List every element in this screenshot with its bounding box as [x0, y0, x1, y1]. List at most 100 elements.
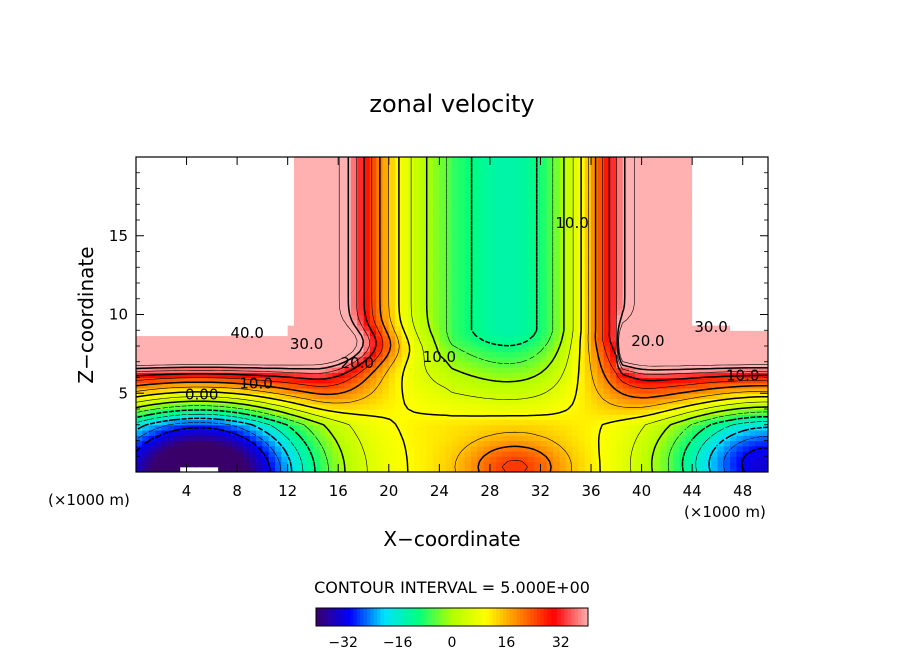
field-cell [616, 183, 624, 190]
field-cell [154, 162, 162, 169]
field-cell [439, 372, 447, 379]
field-cell [262, 293, 270, 300]
field-cell [224, 466, 232, 472]
field-cell [256, 466, 263, 472]
field-cell [136, 361, 143, 368]
field-cell [628, 298, 636, 305]
field-cell [249, 209, 257, 216]
field-cell [319, 199, 327, 205]
field-cell [211, 277, 219, 284]
field-cell [426, 435, 434, 442]
field-cell [521, 445, 529, 452]
field-cell [628, 293, 636, 300]
field-cell [218, 283, 226, 289]
field-cell [167, 251, 175, 258]
field-cell [192, 356, 200, 363]
field-cell [591, 372, 598, 379]
field-cell [578, 372, 586, 379]
field-cell [546, 199, 554, 205]
field-cell [628, 461, 636, 468]
field-cell [249, 193, 257, 200]
field-cell [199, 241, 207, 247]
field-cell [256, 246, 263, 253]
field-cell [338, 409, 346, 415]
field-cell [268, 272, 276, 279]
field-cell [211, 225, 219, 232]
field-cell [521, 272, 529, 279]
field-cell [281, 461, 289, 468]
field-cell [527, 283, 535, 289]
field-cell [281, 251, 289, 258]
field-cell [142, 304, 150, 310]
field-cell [635, 372, 643, 379]
field-cell [515, 445, 523, 452]
field-cell [312, 430, 320, 436]
field-cell [350, 199, 358, 205]
field-cell [319, 162, 327, 169]
field-cell [344, 430, 352, 436]
field-cell [508, 293, 516, 300]
field-cell [439, 351, 447, 358]
field-cell [401, 319, 409, 326]
field-cell [262, 414, 270, 421]
field-cell [635, 235, 643, 242]
field-cell [540, 183, 548, 190]
field-cell [565, 209, 573, 216]
field-cell [591, 167, 598, 174]
field-cell [205, 414, 213, 421]
field-cell [167, 283, 175, 289]
field-cell [407, 330, 415, 337]
field-cell [230, 193, 238, 200]
field-cell [319, 193, 327, 200]
field-cell [142, 183, 150, 190]
field-cell [256, 430, 263, 436]
field-cell [489, 277, 497, 284]
field-cell [477, 277, 485, 284]
field-cell [578, 188, 586, 195]
field-cell [635, 398, 643, 405]
field-cell [230, 172, 238, 179]
field-cell [572, 209, 579, 216]
field-cell [224, 304, 232, 310]
field-cell [287, 346, 295, 352]
field-cell [350, 193, 358, 200]
field-cell [433, 335, 440, 342]
field-cell [559, 367, 567, 373]
field-cell [470, 319, 478, 326]
field-cell [243, 346, 251, 352]
field-cell [578, 293, 586, 300]
field-cell [281, 445, 289, 452]
field-cell [540, 346, 548, 352]
field-cell [439, 361, 447, 368]
field-cell [458, 241, 466, 247]
field-cell [312, 214, 320, 221]
field-cell [572, 377, 579, 384]
field-cell [464, 451, 472, 457]
field-cell [483, 414, 491, 421]
field-cell [502, 351, 510, 358]
field-cell [186, 393, 194, 400]
field-cell [540, 361, 548, 368]
field-cell [502, 435, 510, 442]
field-cell [414, 183, 421, 190]
field-cell [357, 262, 365, 268]
field-cell [350, 298, 358, 305]
field-cell [154, 288, 162, 295]
field-cell [603, 157, 611, 163]
field-cell [603, 361, 611, 368]
field-cell [325, 319, 333, 326]
field-cell [641, 262, 649, 268]
field-cell [325, 430, 333, 436]
field-cell [426, 241, 434, 247]
field-cell [173, 288, 181, 295]
field-cell [515, 178, 523, 184]
field-cell [477, 288, 485, 295]
field-cell [148, 424, 156, 431]
field-cell [452, 388, 459, 394]
field-cell [350, 451, 358, 457]
field-cell [338, 414, 346, 421]
field-cell [641, 272, 649, 279]
field-cell [287, 246, 295, 253]
field-cell [584, 382, 592, 389]
field-cell [565, 393, 573, 400]
